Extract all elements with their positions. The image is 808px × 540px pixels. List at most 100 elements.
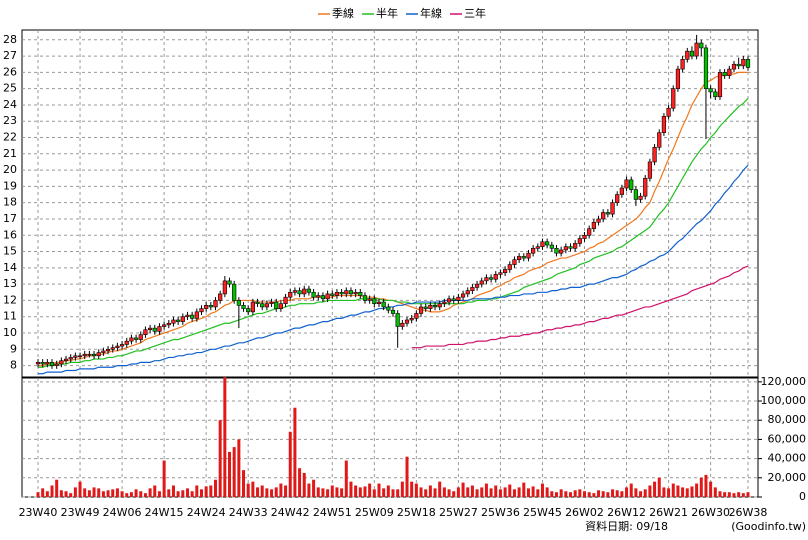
volume-bar — [727, 492, 731, 497]
volume-bar — [242, 470, 246, 497]
candle-body — [302, 288, 307, 295]
volume-bar — [498, 489, 502, 497]
candle-body — [563, 246, 568, 251]
y2-tick-label: 100,000 — [761, 394, 807, 407]
y2-tick-label: 120,000 — [761, 375, 807, 388]
candle-body — [362, 295, 368, 301]
candle-body — [320, 295, 326, 300]
volume-bar — [550, 491, 554, 497]
candle-body — [381, 301, 386, 308]
candle-body — [559, 249, 564, 254]
x-tick-label: 23W40 — [19, 506, 58, 519]
volume-bar — [583, 491, 587, 497]
candle-body — [437, 303, 442, 308]
candle-body — [376, 301, 382, 304]
volume-bar — [298, 468, 302, 497]
candle-body — [124, 340, 129, 345]
candle-body — [432, 305, 438, 308]
volume-bar — [50, 485, 54, 497]
volume-bar — [685, 488, 689, 497]
volume-bar — [578, 489, 582, 497]
volume-bar — [396, 489, 400, 497]
volume-bar — [484, 483, 488, 497]
candle-body — [717, 72, 723, 98]
volume-bar — [284, 485, 288, 497]
y2-tick-label: 20,000 — [768, 471, 807, 484]
x-tick-label: 26W02 — [565, 506, 604, 519]
candle-body — [330, 293, 335, 296]
candle-body — [507, 264, 512, 270]
candle-body — [213, 300, 218, 308]
candle-body — [148, 327, 153, 331]
candle-body — [395, 313, 400, 327]
y-tick-label: 10 — [3, 326, 17, 339]
candle-body — [689, 50, 695, 57]
volume-bar — [554, 492, 558, 497]
price-panel — [21, 29, 759, 378]
candle-body — [643, 177, 648, 197]
candle-body — [428, 305, 433, 309]
candle-body — [386, 306, 391, 311]
candle-body — [255, 301, 260, 304]
candle-body — [661, 116, 667, 133]
candle-body — [274, 301, 279, 309]
volume-bar — [321, 488, 325, 497]
candle-body — [278, 303, 283, 309]
candle-body — [582, 234, 587, 239]
volume-bar — [522, 482, 526, 497]
volume-bar — [171, 485, 175, 497]
candle-body — [180, 316, 185, 322]
volume-bar — [512, 489, 516, 497]
volume-bar — [36, 492, 40, 497]
volume-bar — [274, 487, 278, 497]
candle-body — [713, 91, 718, 98]
candle-body — [68, 357, 73, 360]
candle-body — [549, 244, 554, 249]
y2-tick-label: 40,000 — [768, 452, 807, 465]
volume-bar — [741, 493, 745, 497]
volume-bar — [302, 473, 306, 497]
volume-bar — [653, 481, 657, 497]
volume-bar — [78, 481, 82, 497]
candle-body — [745, 59, 751, 68]
footer-date: 資料日期: 09/18 — [585, 519, 668, 533]
volume-bar — [695, 483, 699, 497]
candle-body — [470, 287, 475, 291]
volume-bar — [232, 447, 236, 497]
volume-bar — [620, 491, 624, 497]
candle-body — [629, 179, 634, 190]
volume-bar — [386, 485, 390, 497]
volume-bar — [185, 488, 189, 497]
x-tick-label: 24W06 — [103, 506, 142, 519]
candle-body — [479, 280, 484, 285]
volume-bar — [517, 487, 521, 497]
volume-bar — [92, 487, 96, 497]
volume-bar — [228, 451, 232, 497]
volume-bar — [335, 487, 339, 497]
candle-body — [446, 298, 452, 303]
x-tick-label: 24W15 — [145, 506, 184, 519]
volume-bar — [564, 491, 568, 497]
candle-body — [638, 195, 643, 200]
volume-bar — [704, 474, 708, 497]
volume-bar — [87, 490, 91, 497]
candle-body — [59, 360, 64, 365]
candle-body — [601, 212, 606, 220]
volume-bar — [419, 487, 423, 497]
candle-body — [666, 107, 671, 117]
volume-bar — [101, 491, 105, 497]
candle-body — [306, 288, 312, 293]
volume-bar — [195, 485, 199, 497]
candle-body — [194, 311, 199, 319]
candle-body — [727, 68, 732, 76]
volume-bar — [363, 486, 367, 497]
candle-body — [493, 274, 498, 280]
volume-bar — [293, 407, 297, 497]
candle-body — [409, 318, 414, 321]
candle-body — [133, 337, 139, 340]
volume-bar — [340, 488, 344, 497]
x-tick-label: 24W51 — [313, 506, 352, 519]
candle-body — [157, 326, 162, 332]
volume-bar — [615, 490, 619, 497]
volume-bar — [148, 488, 152, 497]
